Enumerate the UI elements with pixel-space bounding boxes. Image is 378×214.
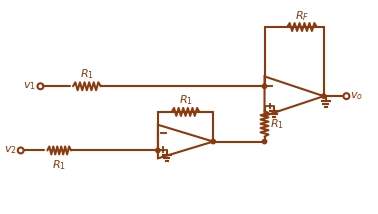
Circle shape [262,84,267,88]
Text: $v_2$: $v_2$ [4,144,17,156]
Text: $v_1$: $v_1$ [23,80,36,92]
Circle shape [322,94,326,98]
Text: $R_1$: $R_1$ [178,93,192,107]
Circle shape [211,139,215,144]
Text: $v_o$: $v_o$ [350,90,363,102]
Text: $R_1$: $R_1$ [270,117,284,131]
Text: $R_F$: $R_F$ [295,9,309,23]
Text: $R_1$: $R_1$ [80,68,94,81]
Text: $R_1$: $R_1$ [52,158,66,172]
Circle shape [156,148,160,153]
Circle shape [262,139,267,144]
